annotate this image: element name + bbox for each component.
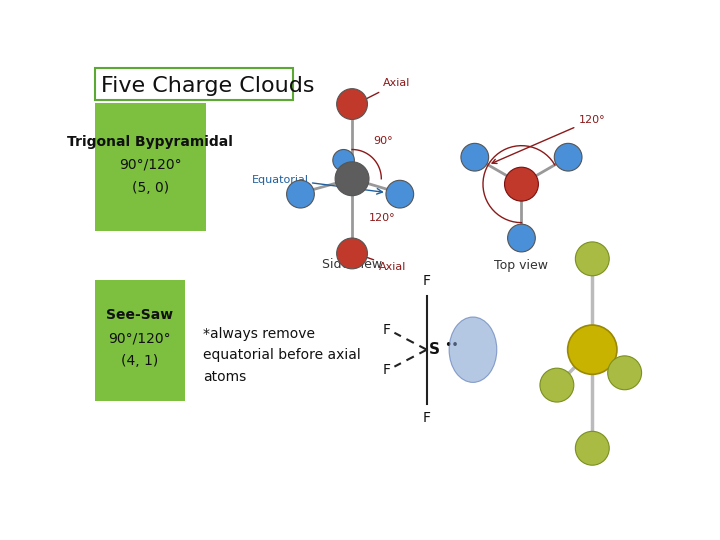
Text: 120°: 120° [369,213,395,223]
Circle shape [461,143,489,171]
Circle shape [386,180,414,208]
Circle shape [554,143,582,171]
Text: 90°: 90° [374,136,393,146]
Text: Five Charge Clouds: Five Charge Clouds [101,76,315,96]
Text: 120°: 120° [492,114,606,164]
Circle shape [540,368,574,402]
Circle shape [508,224,536,252]
Text: S: S [429,342,440,357]
Circle shape [337,238,367,269]
Text: 90°/120°: 90°/120° [108,331,171,345]
Circle shape [335,162,369,195]
Text: (5, 0): (5, 0) [132,181,169,195]
Text: F: F [423,411,431,426]
Circle shape [505,167,539,201]
Text: Trigonal Bypyramidal: Trigonal Bypyramidal [68,135,233,149]
Circle shape [575,431,609,465]
Circle shape [333,150,354,171]
Text: Top view: Top view [495,259,549,272]
Circle shape [608,356,642,390]
Text: Side view: Side view [322,259,382,272]
Text: Axial: Axial [360,254,406,272]
Ellipse shape [449,317,497,382]
Text: *always remove
equatorial before axial
atoms: *always remove equatorial before axial a… [204,327,361,384]
Text: 90°/120°: 90°/120° [119,158,181,172]
Circle shape [567,325,617,374]
Circle shape [337,89,367,119]
Text: See-Saw: See-Saw [106,308,173,322]
Text: F: F [383,363,391,377]
Text: ••: •• [444,339,459,352]
FancyBboxPatch shape [95,280,185,401]
Text: Axial: Axial [360,78,410,102]
Text: F: F [423,274,431,288]
Text: F: F [383,323,391,336]
Text: (4, 1): (4, 1) [121,354,158,368]
Text: Equatorial: Equatorial [252,174,310,192]
FancyBboxPatch shape [95,68,293,100]
Circle shape [287,180,315,208]
FancyBboxPatch shape [95,103,206,231]
Circle shape [575,242,609,276]
